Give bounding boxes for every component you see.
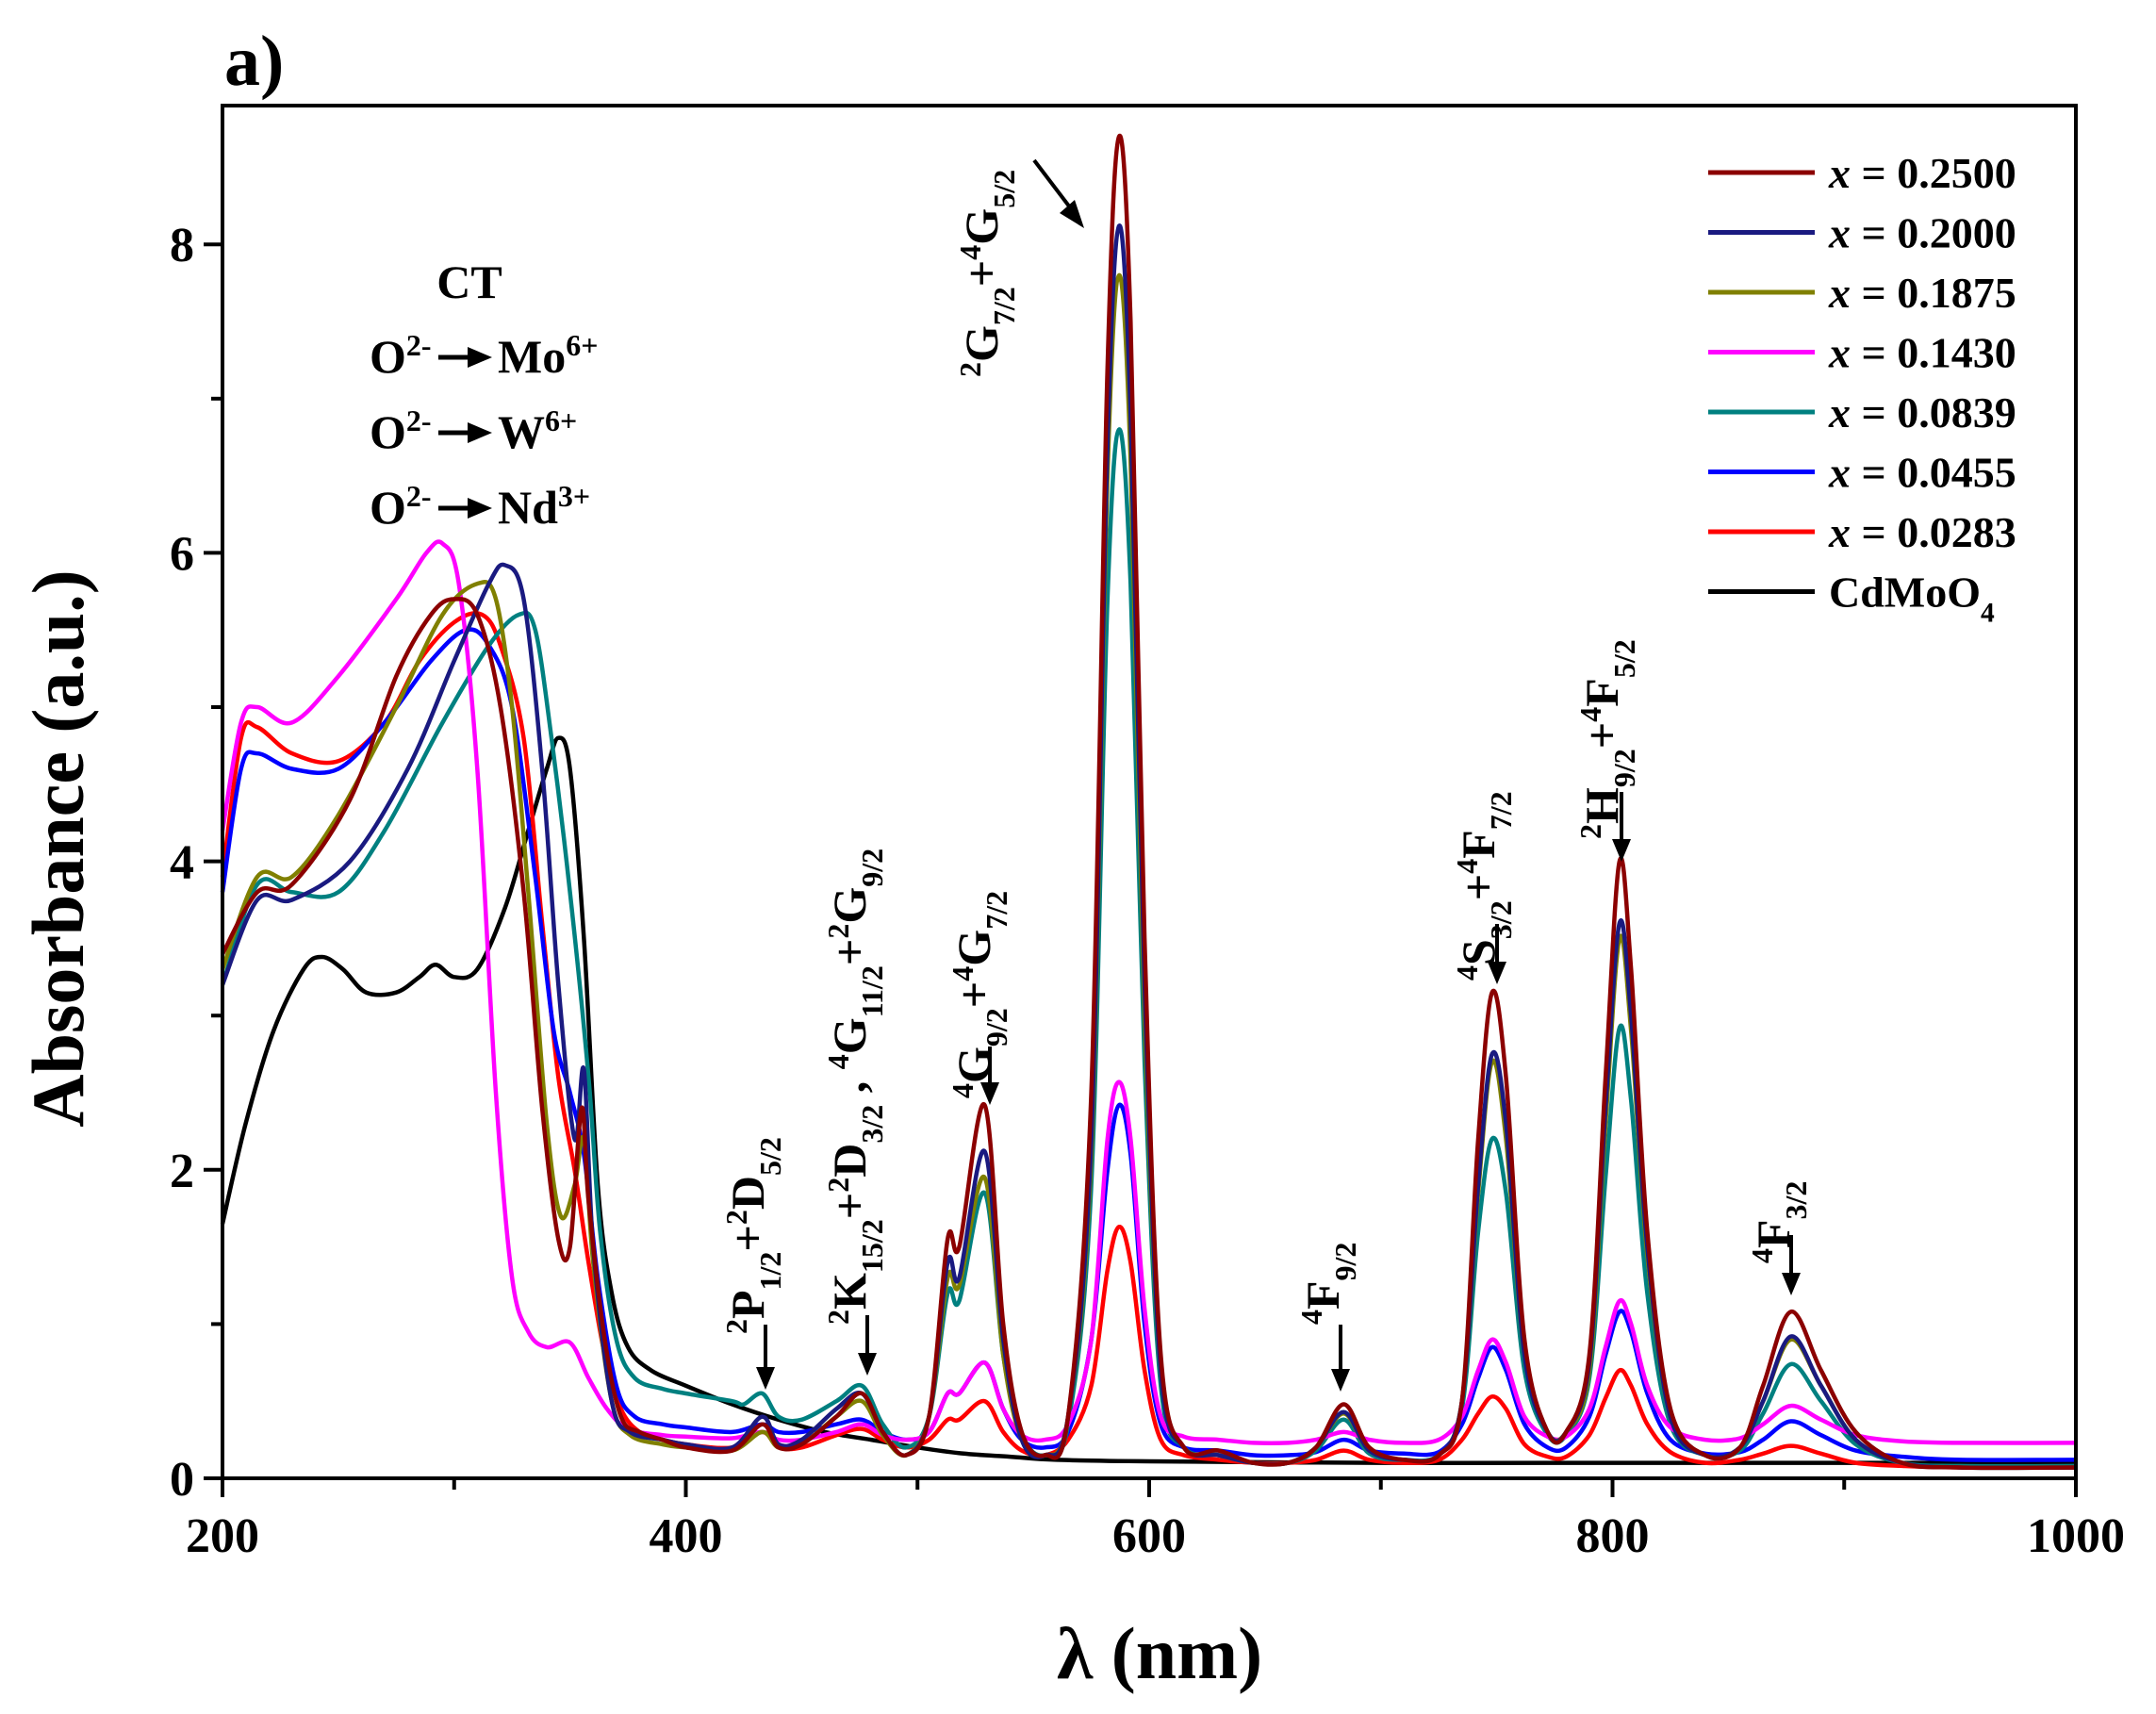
ct-acceptor-label: W6+: [498, 404, 577, 458]
x-tick-label: 800: [1576, 1509, 1650, 1563]
transition-arrow-head: [1331, 1369, 1350, 1392]
transition-arrow-head: [980, 1082, 999, 1105]
legend-entry-label: x = 0.1430: [1828, 329, 2016, 377]
series-line-1: [221, 133, 2077, 1471]
ct-arrow-head: [468, 498, 492, 519]
axes: 200 400 600 800 1000 0 2 4 6 8: [170, 219, 2125, 1563]
ct-donor-label: O2-: [370, 404, 432, 458]
legend-entry-label: x = 0.0839: [1828, 388, 2016, 437]
plot-frame: [221, 104, 2078, 1480]
x-axis-label: λ (nm): [1057, 1612, 1262, 1694]
transition-arrow-head: [1060, 200, 1084, 228]
transition-arrow-shaft: [1032, 158, 1072, 209]
legend-entry-label: x = 0.2000: [1828, 209, 2016, 257]
ct-donor-label: O2-: [370, 328, 432, 383]
y-tick-label: 2: [170, 1145, 194, 1198]
series-lines: [220, 133, 2077, 1471]
x-tick-label: 200: [186, 1509, 259, 1563]
legend: x = 0.2500 x = 0.2000 x = 0.1875 x = 0.1430…: [1708, 149, 2016, 629]
transition-label: 2G7/2+4G5/2: [953, 170, 1021, 377]
ct-arrow-head: [468, 422, 492, 443]
legend-entry-label: x = 0.2500: [1828, 149, 2016, 197]
x-tick-label: 400: [650, 1509, 723, 1563]
y-tick-label: 6: [170, 527, 194, 581]
legend-entry-label: CdMoO4: [1829, 569, 1995, 629]
y-tick-label: 8: [170, 219, 194, 272]
ct-donor-label: O2-: [370, 479, 432, 534]
transition-arrow-head: [1488, 962, 1506, 984]
x-tick-label: 600: [1112, 1509, 1186, 1563]
transition-label: 2P1/2+2D5/2: [719, 1137, 787, 1334]
series-line-2: [220, 223, 2077, 1471]
ct-title: CT: [436, 255, 502, 308]
transition-arrow-head: [756, 1367, 775, 1390]
series-line-5: [220, 427, 2077, 1469]
y-tick-label: 0: [170, 1453, 194, 1507]
transition-label: 2H9/2+4F5/2: [1573, 639, 1641, 839]
panel-label: a): [224, 22, 284, 101]
transition-label: 4G9/2+4G7/2: [946, 891, 1013, 1098]
ct-acceptor-label: Nd3+: [498, 479, 590, 534]
transition-arrow-head: [1782, 1273, 1801, 1295]
series-line-4: [220, 539, 2077, 1446]
legend-entry-label: x = 0.0283: [1828, 508, 2016, 556]
x-tick-label: 1000: [2027, 1509, 2125, 1563]
legend-entry-label: x = 0.1875: [1828, 269, 2016, 317]
transition-arrow-head: [1612, 839, 1631, 862]
transition-label: 4F3/2: [1745, 1181, 1813, 1263]
legend-entry-label: x = 0.0455: [1828, 449, 2016, 497]
transition-arrow-head: [858, 1353, 877, 1376]
ct-arrow-head: [468, 347, 492, 368]
transition-label: 4S3/2+4F7/2: [1450, 791, 1518, 981]
y-axis-label: Absorbance (a.u.): [17, 569, 99, 1128]
transition-label: 2K15/2+2D3/2 , 4G11/2+2G9/2: [821, 849, 889, 1325]
ct-acceptor-label: Mo6+: [498, 328, 598, 383]
y-tick-label: 4: [170, 836, 194, 890]
transition-label: 4F9/2: [1294, 1243, 1362, 1325]
